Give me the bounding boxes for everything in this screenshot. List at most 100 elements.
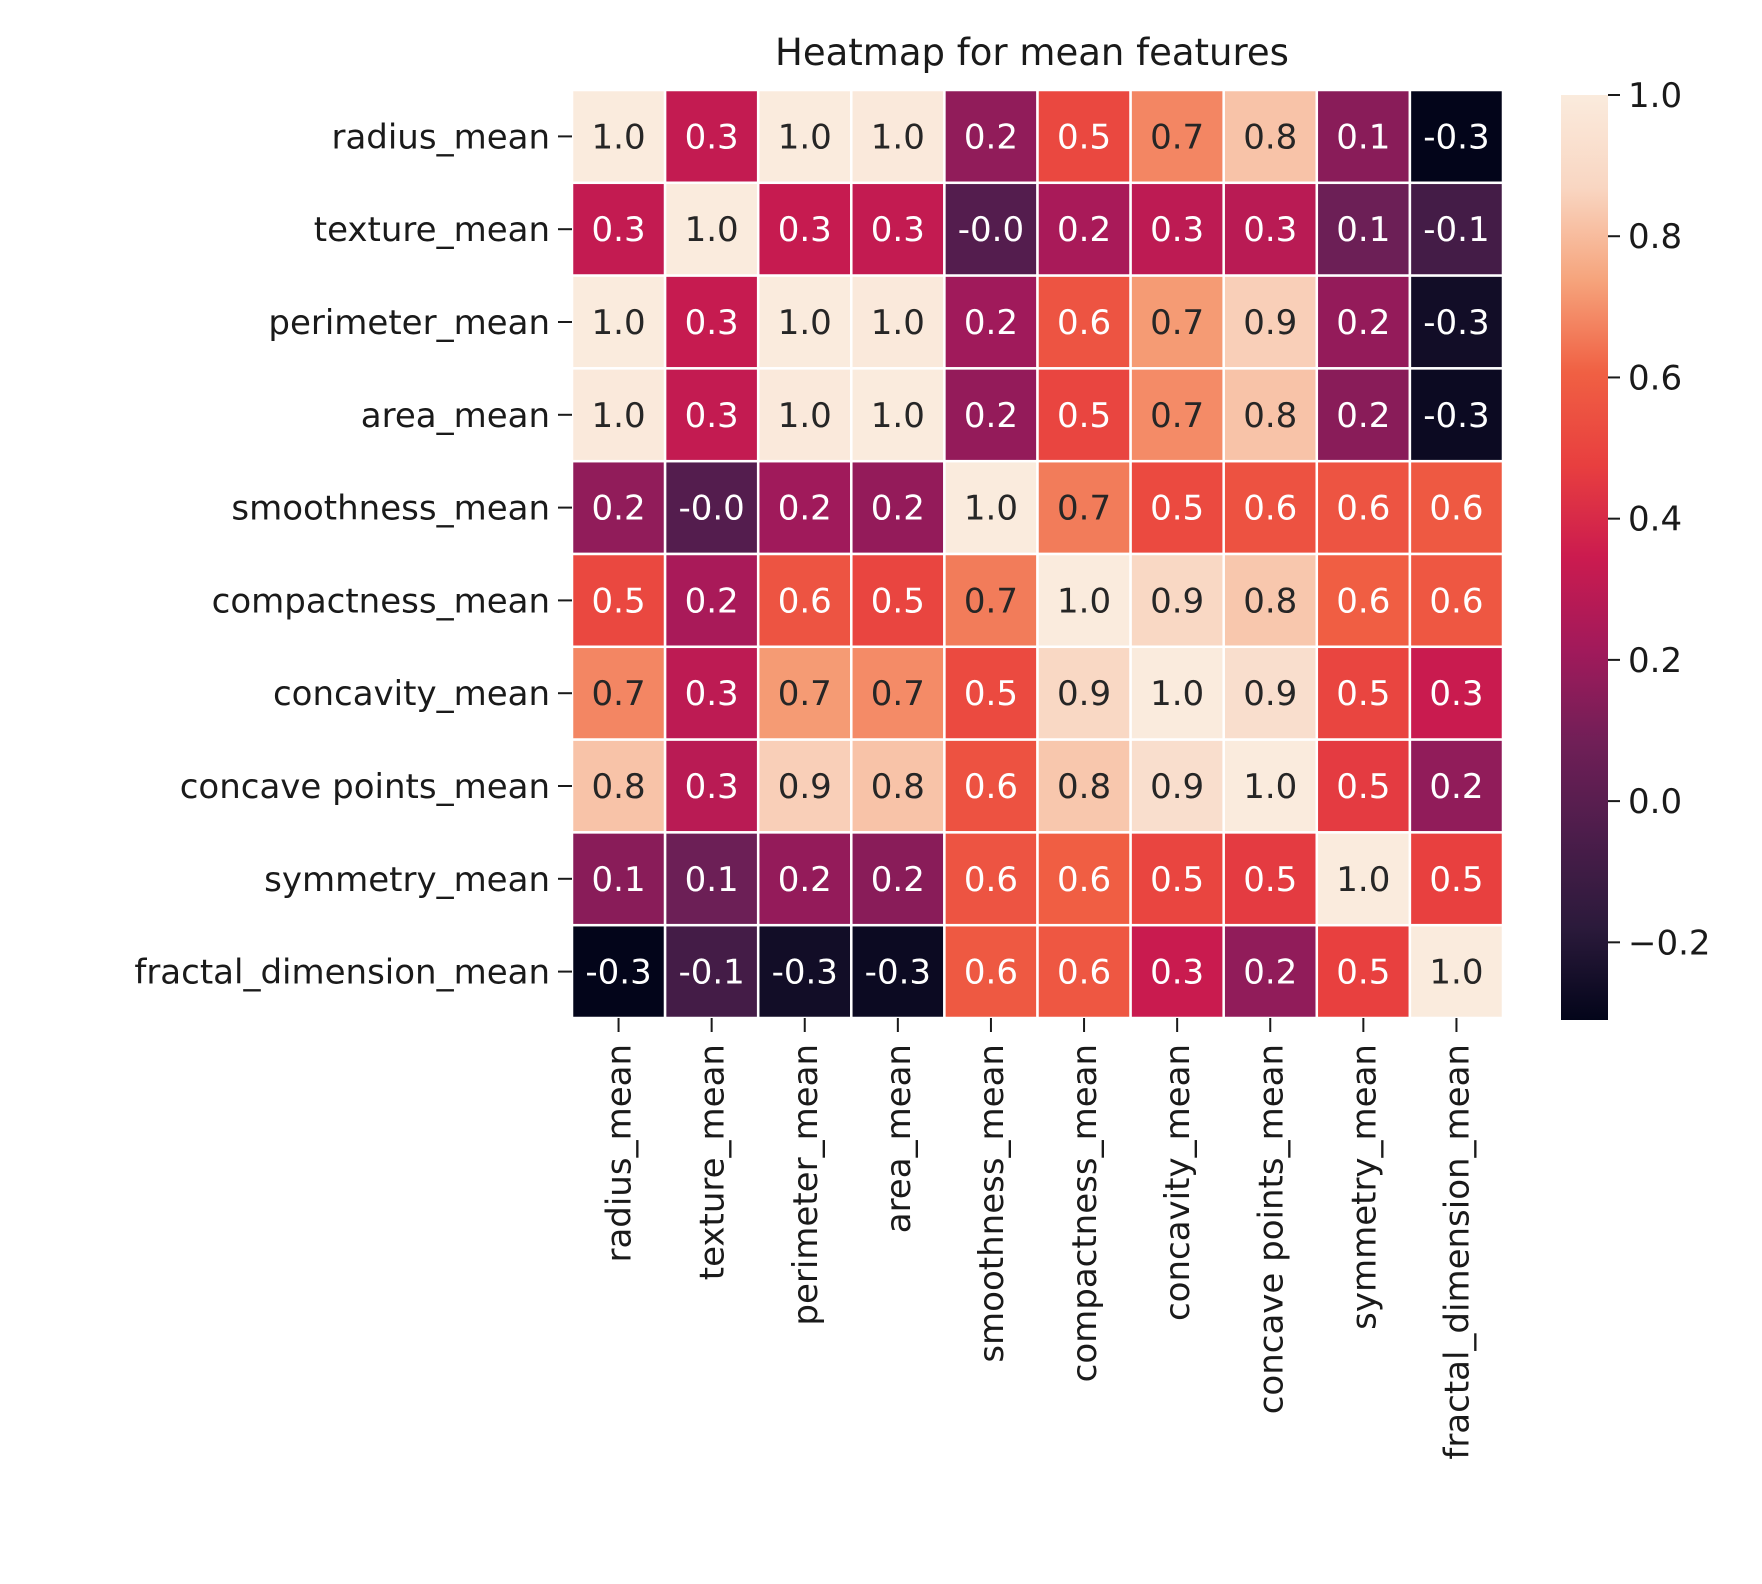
y-tick-label: smoothness_mean — [231, 489, 550, 529]
cell-value-label: -0.3 — [1423, 117, 1489, 157]
heatmap-cell — [570, 367, 667, 463]
colorbar-tick-label: 0.6 — [1628, 358, 1682, 398]
cell-value-label: 1.0 — [1336, 860, 1390, 900]
heatmap-cell — [943, 923, 1039, 1020]
cell-value-label: 0.1 — [1336, 210, 1390, 250]
cell-value-label: 0.3 — [592, 210, 646, 250]
heatmap-cell — [663, 831, 760, 927]
cell-value-label: 0.2 — [1429, 767, 1483, 807]
cell-value-label: 1.0 — [685, 210, 739, 250]
cell-value-label: 0.2 — [778, 860, 832, 900]
heatmap-cell — [1129, 923, 1225, 1020]
cell-value-label: 1.0 — [1057, 581, 1111, 621]
cell-value-label: 0.2 — [685, 581, 739, 621]
cell-value-label: 0.5 — [1336, 674, 1390, 714]
heatmap-cell — [943, 738, 1039, 834]
heatmap-cell — [1408, 645, 1505, 741]
cell-value-label: 1.0 — [778, 396, 832, 436]
heatmap-cell — [850, 552, 946, 649]
heatmap-cell-labels: 1.0 0.3 1.0 1.0 0.2 0.5 0.7 0.8 0.1 -0.3 0.3 1.0 0.3… — [585, 117, 1489, 992]
cell-value-label: -0.3 — [772, 953, 838, 993]
heatmap-cell — [570, 923, 667, 1020]
cell-value-label: 0.3 — [685, 303, 739, 343]
cell-value-label: 0.6 — [964, 860, 1018, 900]
heatmap-cell — [1315, 831, 1412, 927]
cell-value-label: 0.2 — [871, 860, 925, 900]
x-tick-label: perimeter_mean — [786, 1044, 826, 1326]
cell-value-label: 1.0 — [871, 303, 925, 343]
heatmap-cell — [1408, 88, 1505, 185]
x-tick-label: concavity_mean — [1158, 1044, 1198, 1321]
cell-value-label: 0.8 — [1243, 117, 1297, 157]
cell-value-label: 0.9 — [1150, 581, 1204, 621]
heatmap-cell — [1222, 738, 1319, 834]
heatmap-cell — [1222, 274, 1319, 370]
cell-value-label: 0.5 — [1336, 767, 1390, 807]
cell-value-label: 1.0 — [592, 396, 646, 436]
y-tick-label: concave points_mean — [180, 767, 550, 807]
colorbar-tick-label: 0.8 — [1628, 217, 1682, 257]
cell-value-label: 0.6 — [1057, 860, 1111, 900]
cell-value-label: 0.5 — [964, 674, 1018, 714]
heatmap-cell — [1315, 645, 1412, 741]
cell-value-label: 0.5 — [1057, 117, 1111, 157]
cell-value-label: 0.8 — [1243, 396, 1297, 436]
cell-value-label: 0.9 — [778, 767, 832, 807]
heatmap-cell — [1036, 645, 1132, 741]
chart-title: Heatmap for mean features — [775, 31, 1289, 74]
cell-value-label: 0.5 — [1150, 860, 1204, 900]
heatmap-cell — [1036, 181, 1132, 277]
cell-value-label: 1.0 — [871, 396, 925, 436]
colorbar-tick-label: 1.0 — [1628, 76, 1682, 116]
y-tick-label: compactness_mean — [212, 581, 550, 621]
heatmap-cell — [1222, 645, 1319, 741]
cell-value-label: 0.6 — [1336, 489, 1390, 529]
y-tick-label: radius_mean — [331, 117, 550, 157]
heatmap-cell — [1129, 459, 1225, 556]
cell-value-label: 1.0 — [778, 303, 832, 343]
cell-value-label: 0.2 — [778, 489, 832, 529]
cell-value-label: 1.0 — [1429, 953, 1483, 993]
y-axis: radius_mean texture_mean perimeter_meanare… — [134, 117, 572, 993]
heatmap-cell — [1315, 459, 1412, 556]
cell-value-label: 0.9 — [1150, 767, 1204, 807]
cell-value-label: 0.3 — [685, 117, 739, 157]
x-tick-label: texture_mean — [693, 1044, 733, 1280]
cell-value-label: 0.2 — [871, 489, 925, 529]
x-axis: radius_mean texture_mean perimeter_mean are… — [600, 1018, 1477, 1460]
cell-value-label: 0.1 — [592, 860, 646, 900]
cell-value-label: -0.1 — [678, 953, 744, 993]
cell-value-label: 0.5 — [1429, 860, 1483, 900]
y-tick-label: perimeter_mean — [268, 303, 550, 343]
y-tick-label: fractal_dimension_mean — [134, 953, 550, 993]
x-tick-label: concave points_mean — [1251, 1044, 1291, 1414]
colorbar-tick-label: −0.2 — [1628, 923, 1711, 963]
heatmap-cell — [1408, 459, 1505, 556]
cell-value-label: 0.8 — [1057, 767, 1111, 807]
cell-value-label: 0.6 — [1057, 953, 1111, 993]
cell-value-label: 0.3 — [778, 210, 832, 250]
cell-value-label: -0.3 — [1423, 303, 1489, 343]
heatmap-cell — [1129, 367, 1225, 463]
heatmap-cell — [1222, 88, 1319, 185]
cell-value-label: 1.0 — [1243, 767, 1297, 807]
cell-value-label: 1.0 — [592, 303, 646, 343]
heatmap-cell — [1408, 274, 1505, 370]
cell-value-label: 0.7 — [964, 581, 1018, 621]
colorbar-tick-label: 0.2 — [1628, 641, 1682, 681]
heatmap-cell — [1036, 552, 1132, 649]
heatmap-cell — [1222, 459, 1319, 556]
cell-value-label: 0.7 — [871, 674, 925, 714]
colorbar-tick-label: 0.0 — [1628, 782, 1682, 822]
heatmap-cell — [663, 459, 760, 556]
heatmap-cell — [943, 459, 1039, 556]
cell-value-label: 0.2 — [1057, 210, 1111, 250]
heatmap-cell — [570, 552, 667, 649]
cell-value-label: 0.7 — [592, 674, 646, 714]
cell-value-label: 0.3 — [871, 210, 925, 250]
x-tick-label: compactness_mean — [1065, 1044, 1105, 1382]
heatmap-cell — [1036, 738, 1132, 834]
cell-value-label: -0.1 — [1423, 210, 1489, 250]
cell-value-label: 0.8 — [1243, 581, 1297, 621]
